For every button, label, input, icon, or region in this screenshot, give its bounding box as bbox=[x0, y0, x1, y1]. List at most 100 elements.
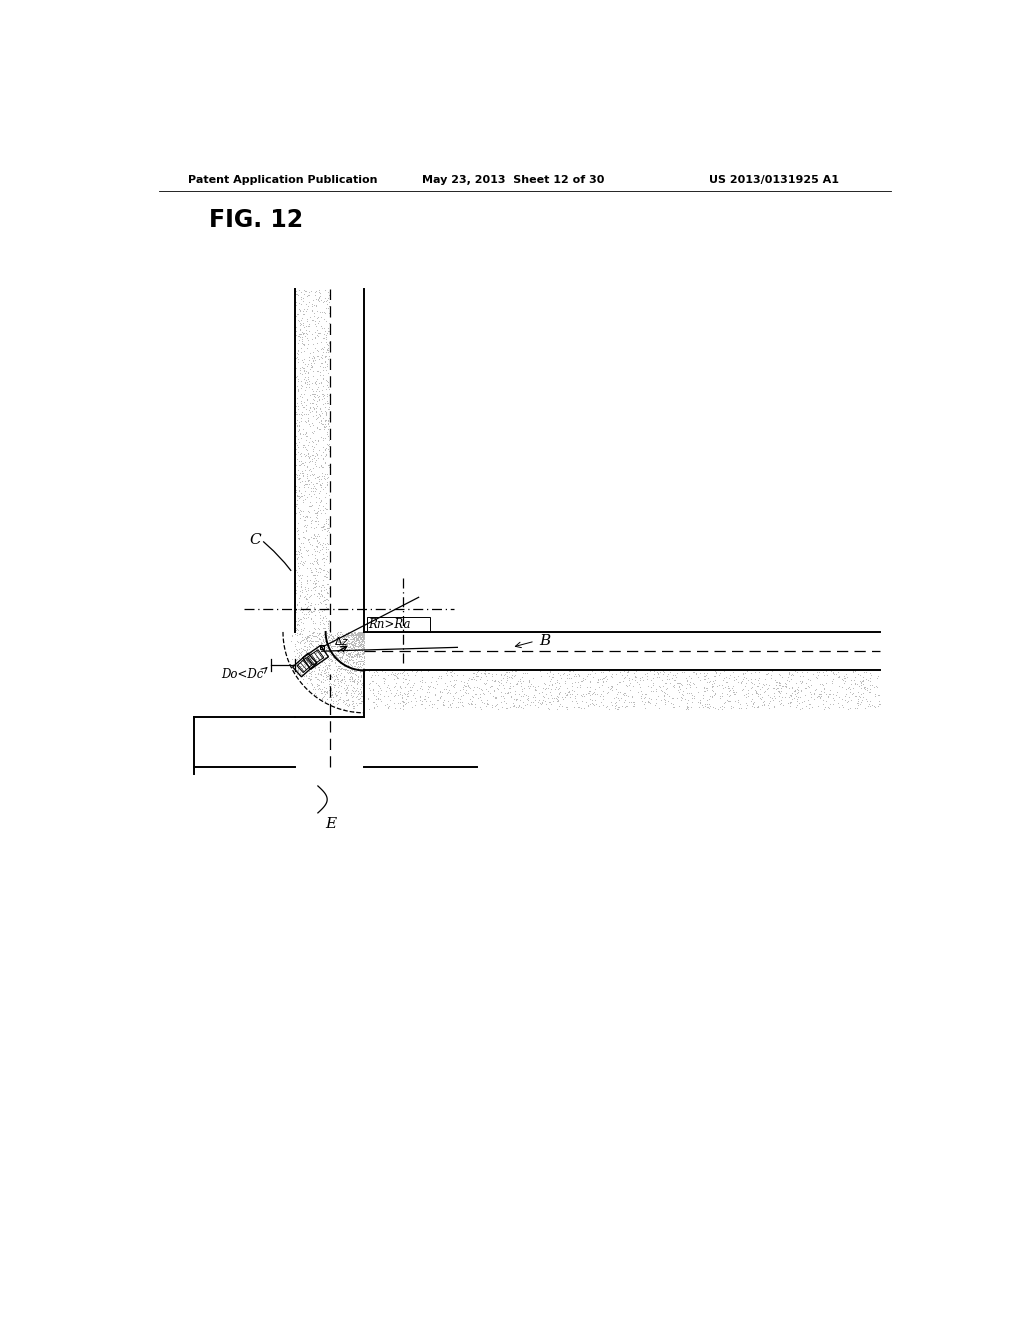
Point bbox=[355, 624, 372, 645]
Point bbox=[725, 682, 741, 704]
Point bbox=[314, 383, 331, 404]
Point bbox=[305, 612, 322, 634]
Point bbox=[355, 622, 372, 643]
Point bbox=[351, 635, 368, 656]
Point bbox=[294, 459, 310, 480]
Point bbox=[338, 690, 354, 711]
Point bbox=[608, 684, 625, 705]
Point bbox=[390, 667, 407, 688]
Point bbox=[293, 620, 309, 642]
Point bbox=[315, 686, 332, 708]
Point bbox=[291, 644, 307, 665]
Point bbox=[289, 416, 305, 437]
Point bbox=[296, 317, 312, 338]
Point bbox=[309, 529, 326, 550]
Point bbox=[295, 506, 311, 527]
Point bbox=[409, 660, 425, 681]
Point bbox=[781, 684, 798, 705]
Point bbox=[694, 688, 711, 709]
Point bbox=[300, 447, 316, 469]
Point bbox=[307, 507, 324, 528]
Point bbox=[852, 686, 868, 708]
Point bbox=[293, 314, 309, 335]
Point bbox=[321, 517, 337, 539]
Point bbox=[354, 622, 371, 643]
Point bbox=[360, 677, 377, 698]
Point bbox=[292, 565, 308, 586]
Point bbox=[434, 681, 451, 702]
Point bbox=[847, 660, 863, 681]
Point bbox=[432, 681, 449, 702]
Point bbox=[502, 673, 518, 694]
Point bbox=[310, 669, 327, 690]
Point bbox=[355, 627, 372, 648]
Point bbox=[354, 643, 371, 664]
Point bbox=[306, 463, 323, 484]
Point bbox=[315, 393, 332, 414]
Point bbox=[353, 632, 370, 653]
Point bbox=[698, 689, 715, 710]
Point bbox=[321, 436, 337, 457]
Point bbox=[467, 684, 483, 705]
Point bbox=[356, 636, 373, 657]
Point bbox=[288, 317, 304, 338]
Point bbox=[770, 677, 786, 698]
Point bbox=[725, 676, 741, 697]
Point bbox=[309, 552, 326, 573]
Point bbox=[321, 346, 337, 367]
Point bbox=[334, 645, 350, 667]
Point bbox=[350, 643, 367, 664]
Point bbox=[351, 639, 368, 660]
Point bbox=[719, 689, 735, 710]
Point bbox=[486, 688, 503, 709]
Point bbox=[472, 696, 488, 717]
Point bbox=[301, 413, 317, 434]
Point bbox=[291, 570, 307, 591]
Point bbox=[329, 635, 345, 656]
Point bbox=[821, 684, 838, 705]
Point bbox=[306, 626, 323, 647]
Point bbox=[392, 693, 409, 714]
Point bbox=[353, 636, 370, 657]
Point bbox=[315, 416, 332, 437]
Point bbox=[757, 681, 773, 702]
Point bbox=[314, 457, 331, 478]
Point bbox=[312, 315, 329, 337]
Point bbox=[775, 676, 792, 697]
Point bbox=[862, 690, 879, 711]
Point bbox=[344, 642, 360, 663]
Point bbox=[351, 623, 368, 644]
Point bbox=[300, 529, 316, 550]
Point bbox=[735, 678, 752, 700]
Point bbox=[824, 663, 841, 684]
Point bbox=[506, 689, 522, 710]
Point bbox=[353, 685, 370, 706]
Point bbox=[343, 638, 359, 659]
Point bbox=[302, 450, 318, 471]
Point bbox=[699, 680, 716, 701]
Point bbox=[342, 643, 358, 664]
Point bbox=[341, 634, 357, 655]
Point bbox=[486, 669, 503, 690]
Point bbox=[526, 685, 543, 706]
Point bbox=[347, 627, 364, 648]
Point bbox=[750, 686, 766, 708]
Point bbox=[823, 672, 840, 693]
Point bbox=[334, 639, 350, 660]
Point bbox=[307, 594, 324, 615]
Point bbox=[435, 694, 452, 715]
Point bbox=[347, 664, 364, 685]
Point bbox=[350, 680, 367, 701]
Point bbox=[397, 689, 414, 710]
Point bbox=[759, 678, 775, 700]
Point bbox=[685, 661, 701, 682]
Point bbox=[308, 667, 325, 688]
Point bbox=[352, 636, 369, 657]
Point bbox=[587, 663, 603, 684]
Point bbox=[595, 680, 611, 701]
Point bbox=[681, 665, 697, 686]
Point bbox=[840, 698, 856, 719]
Point bbox=[527, 678, 544, 700]
Point bbox=[354, 626, 371, 647]
Point bbox=[372, 677, 388, 698]
